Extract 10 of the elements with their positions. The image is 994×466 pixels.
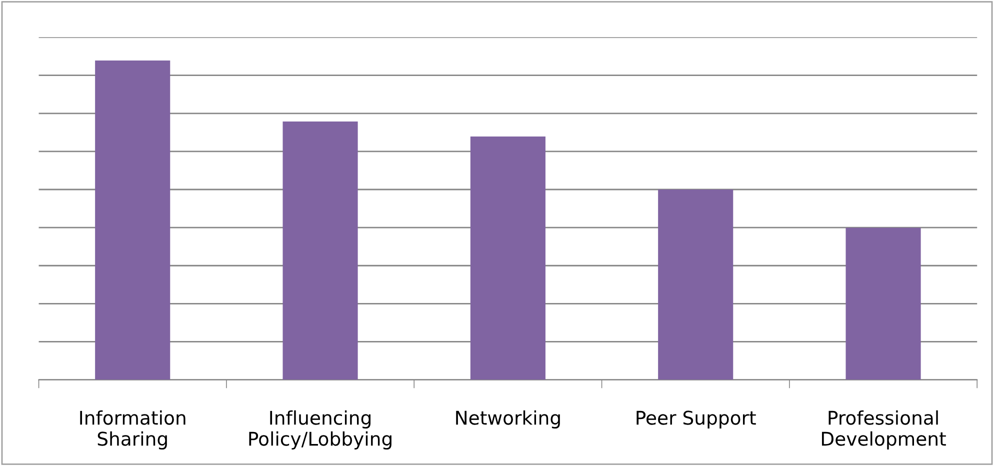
x-tick-label: Professional Development	[822, 410, 946, 450]
bar	[95, 60, 170, 380]
bar	[658, 189, 734, 380]
bar	[846, 228, 921, 380]
bar	[470, 136, 546, 380]
x-tick-label: Peer Support	[636, 410, 756, 428]
x-tick-label: Influencing Policy/Lobbying	[249, 410, 392, 450]
x-tick-label: Information Sharing	[80, 410, 186, 450]
bar	[282, 121, 358, 380]
x-tick-label: Networking	[456, 410, 560, 428]
